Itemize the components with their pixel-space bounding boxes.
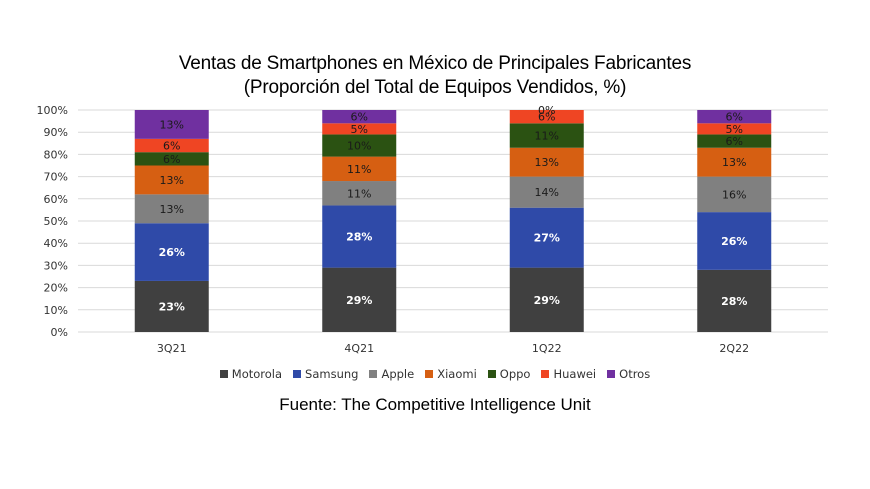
data-label: 10% [347,140,371,153]
bar-segment-samsung [697,212,772,270]
data-label: 27% [534,232,560,245]
bar-segment-apple [134,194,209,224]
data-label: 5% [726,123,743,136]
data-label: 26% [721,235,747,248]
bar-segment-samsung [509,207,584,268]
legend-swatch [219,370,228,378]
data-label: 6% [351,111,368,124]
data-label: 16% [722,188,746,201]
bar-segment-huawei [697,123,772,135]
data-label: 28% [721,295,747,308]
legend-label: Otros [619,367,651,381]
y-tick-label: 70% [44,171,68,184]
bar-segment-apple [322,181,397,206]
bar-segment-oppo [322,134,397,157]
data-label: 28% [346,231,372,244]
legend-item-otros: Otros [607,367,650,381]
bar-segment-otros [697,110,772,124]
data-label: 14% [535,186,559,199]
legend-swatch [369,370,378,378]
data-label: 6% [538,111,555,124]
data-label: 6% [163,153,180,166]
legend-label: Huawei [553,367,597,381]
bar-segment-huawei [509,110,584,124]
bar-segment-huawei [134,138,209,153]
y-tick-label: 60% [44,193,68,206]
legend-swatch [293,370,302,378]
y-tick-label: 30% [44,259,68,272]
bar-segment-oppo [697,134,772,148]
bar-segment-samsung [134,223,209,281]
legend-item-apple: Apple [369,367,414,381]
x-tick-label: 1Q22 [532,342,562,355]
legend-swatch [487,370,496,378]
source-note: Fuente: The Competitive Intelligence Uni… [279,395,591,414]
y-tick-label: 40% [44,237,68,250]
data-label: 13% [160,174,184,187]
x-tick-label: 3Q21 [157,342,187,355]
legend-item-motorola: Motorola [219,367,283,381]
y-tick-label: 0% [51,326,68,339]
legend-label: Samsung [305,367,359,381]
data-label: 0% [538,104,555,117]
legend-label: Xiaomi [437,367,477,381]
bar-segment-xiaomi [509,147,584,177]
legend-swatch [425,370,434,378]
bar-segment-xiaomi [322,156,397,182]
chart-legend: Motorola Samsung Apple Xiaomi Oppo Huawei Otro… [0,367,870,381]
data-label: 11% [535,130,559,143]
bar-segment-otros [134,110,209,139]
bar-segment-samsung [322,205,397,268]
data-label: 11% [347,187,371,200]
data-label: 13% [722,156,746,169]
data-label: 13% [160,118,184,131]
data-label: 29% [346,294,372,307]
data-label: 6% [726,135,743,148]
legend-swatch [541,370,550,378]
legend-swatch [607,370,616,378]
data-label: 13% [535,156,559,169]
x-tick-label: 4Q21 [344,342,374,355]
legend-item-huawei: Huawei [541,367,596,381]
y-tick-label: 100% [37,104,68,117]
bar-segment-huawei [322,123,397,135]
bar-segment-motorola [134,280,209,332]
y-tick-label: 90% [44,126,68,139]
y-tick-label: 20% [44,282,68,295]
data-label: 6% [726,111,743,124]
data-label: 29% [534,294,560,307]
stacked-bar-chart: 0% 10% 20% 30% 40% 50% 60% 70% 80% 90% 100% 23% 26% 1… [37,104,828,355]
bar-segment-apple [697,176,772,213]
bar-segment-motorola [697,269,772,332]
bar-segment-xiaomi [697,147,772,177]
x-tick-label: 2Q22 [719,342,749,355]
chart-subtitle: (Proporción del Total de Equipos Vendido… [243,77,627,98]
legend-label: Motorola [231,367,283,381]
data-label: 6% [163,140,180,153]
y-tick-label: 50% [44,215,68,228]
y-tick-label: 10% [44,304,68,317]
data-label: 26% [159,246,185,259]
legend-label: Oppo [499,367,531,381]
legend-label: Apple [381,367,415,381]
legend-item-oppo: Oppo [487,367,531,381]
legend-item-samsung: Samsung [293,367,358,381]
bar-segment-motorola [509,267,584,332]
bar-segment-otros [322,110,397,124]
bar-segment-xiaomi [134,165,209,195]
chart-title: Ventas de Smartphones en México de Princ… [178,53,692,74]
bar-segment-motorola [322,267,397,332]
data-label: 23% [159,300,185,313]
y-tick-label: 80% [44,148,68,161]
bar-segment-apple [509,176,584,208]
data-label: 11% [347,163,371,176]
legend-item-xiaomi: Xiaomi [425,367,477,381]
bar-segment-oppo [509,123,584,148]
data-label: 13% [160,203,184,216]
bar-segment-oppo [134,152,209,166]
data-label: 5% [351,123,368,136]
